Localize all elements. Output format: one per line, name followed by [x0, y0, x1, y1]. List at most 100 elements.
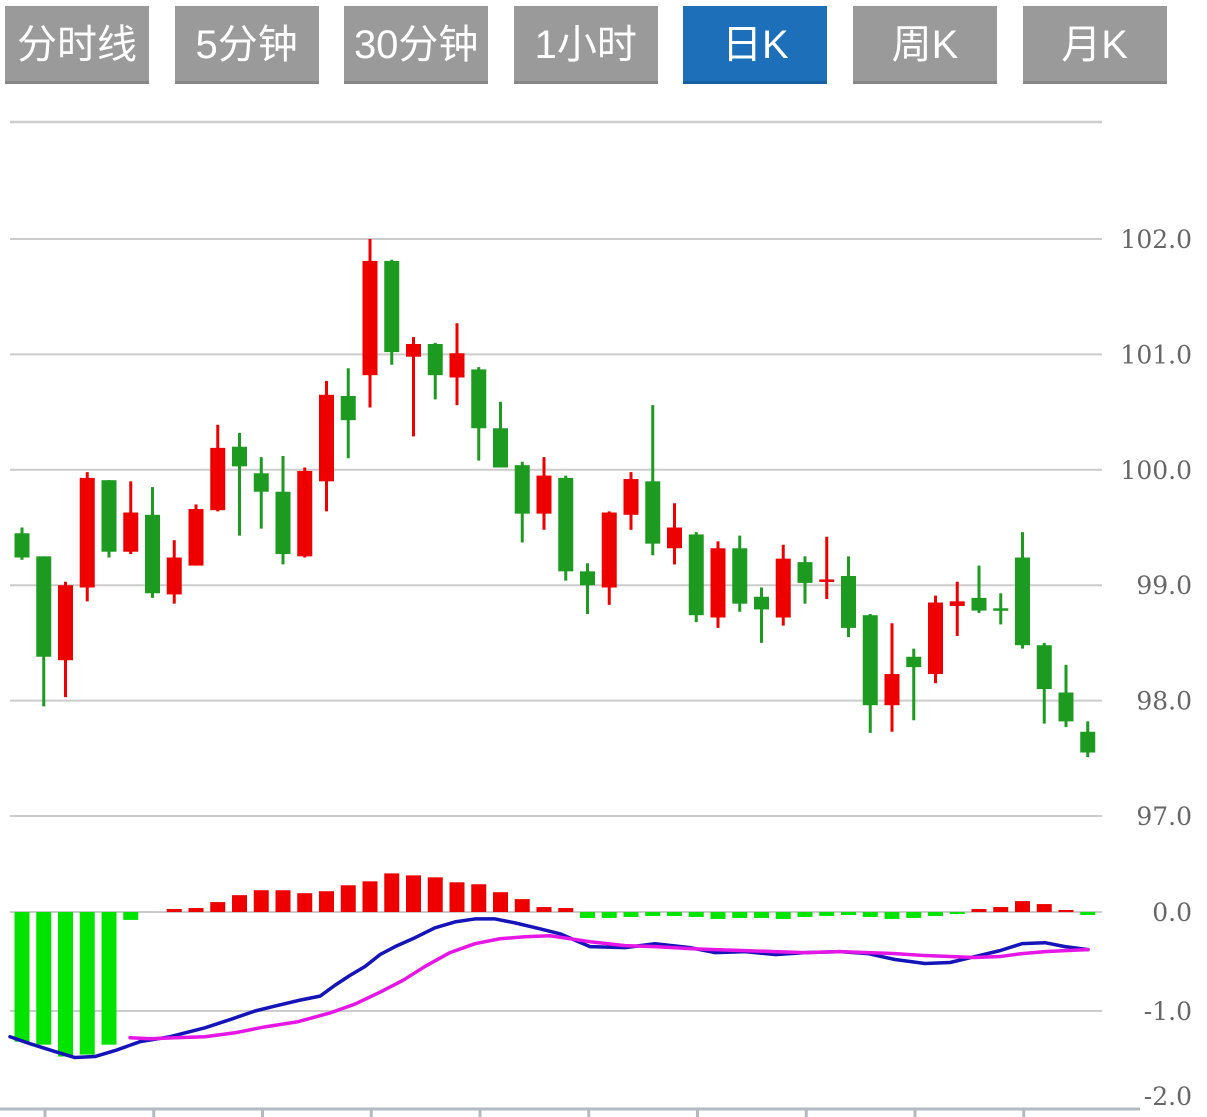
candle-body-19 — [427, 344, 443, 376]
candle-body-36 — [797, 562, 813, 583]
candle-body-38 — [841, 575, 856, 628]
candle-body-47 — [1036, 645, 1052, 690]
macd-hist-bar-15 — [340, 885, 356, 912]
macd-hist-bar-45 — [993, 907, 1009, 912]
candle-body-11 — [253, 473, 269, 492]
macd-hist-bar-4 — [101, 912, 117, 1045]
timeframe-button-0[interactable]: 分时线 — [5, 6, 149, 84]
candle-body-23 — [514, 465, 530, 514]
macd-hist-bar-34 — [754, 912, 769, 918]
macd-hist-bar-23 — [514, 899, 530, 912]
macd-axis-label--2: -2.0 — [1144, 1082, 1192, 1111]
macd-hist-bar-30 — [667, 912, 682, 916]
timeframe-button-5[interactable]: 周K — [852, 6, 997, 84]
macd-hist-bar-37 — [819, 912, 835, 916]
macd-hist-bar-28 — [623, 912, 639, 917]
macd-hist-bar-32 — [710, 912, 726, 919]
macd-hist-bar-42 — [928, 912, 943, 916]
candle-body-40 — [884, 674, 900, 706]
candle-body-29 — [645, 481, 661, 544]
macd-axis-label--1: -1.0 — [1144, 997, 1192, 1026]
macd-hist-bar-46 — [1015, 901, 1030, 912]
macd-hist-bar-41 — [906, 912, 922, 918]
candle-body-48 — [1058, 692, 1074, 722]
macd-hist-bar-11 — [253, 890, 269, 912]
price-axis-label-101: 101.0 — [1120, 340, 1192, 369]
macd-hist-bar-47 — [1036, 904, 1052, 912]
macd-dea-line — [128, 934, 1090, 1041]
candle-body-25 — [558, 477, 574, 572]
macd-hist-bar-7 — [166, 909, 182, 912]
candle-body-14 — [319, 394, 334, 482]
price-axis-label-100: 100.0 — [1120, 456, 1192, 485]
macd-hist-bar-38 — [841, 912, 856, 915]
macd-hist-bar-1 — [36, 912, 52, 1045]
macd-hist-bar-22 — [493, 892, 508, 912]
macd-hist-bar-29 — [645, 912, 661, 916]
macd-hist-bar-27 — [601, 912, 617, 918]
price-axis-label-97: 97.0 — [1136, 802, 1192, 831]
candle-body-1 — [36, 556, 52, 657]
macd-axis-label-0: 0.0 — [1152, 898, 1192, 927]
timeframe-toolbar: 分时线 5分钟 30分钟 1小时 日K 周K 月K — [5, 6, 1167, 84]
candle-body-35 — [775, 558, 791, 618]
macd-hist-bar-19 — [427, 877, 443, 912]
candle-body-7 — [166, 557, 182, 595]
timeframe-button-3[interactable]: 1小时 — [513, 6, 658, 84]
macd-hist-bar-13 — [297, 893, 313, 912]
candle-body-41 — [906, 656, 922, 668]
macd-hist-bar-0 — [14, 912, 30, 1042]
candle-body-26 — [580, 571, 595, 586]
candle-body-30 — [667, 527, 682, 549]
candle-body-45 — [993, 608, 1009, 611]
candle-body-28 — [623, 479, 639, 515]
candle-body-15 — [340, 395, 356, 421]
candle-body-17 — [384, 260, 400, 353]
macd-hist-bar-3 — [79, 912, 95, 1055]
timeframe-button-4[interactable]: 日K — [683, 6, 828, 84]
candle-body-34 — [754, 596, 769, 610]
macd-hist-bar-24 — [536, 907, 552, 912]
candle-body-8 — [188, 509, 204, 566]
timeframe-button-2[interactable]: 30分钟 — [344, 6, 489, 84]
macd-hist-bar-26 — [580, 912, 595, 918]
macd-hist-bar-17 — [384, 873, 400, 912]
price-axis-label-99: 99.0 — [1136, 571, 1192, 600]
timeframe-button-6[interactable]: 月K — [1022, 6, 1167, 84]
macd-hist-bar-48 — [1058, 910, 1074, 913]
candle-body-42 — [928, 602, 943, 675]
candle-body-20 — [449, 353, 465, 378]
macd-hist-bar-10 — [232, 895, 247, 912]
price-axis-label-98: 98.0 — [1136, 687, 1192, 716]
candle-body-6 — [145, 514, 160, 594]
timeframe-button-1[interactable]: 5分钟 — [174, 6, 319, 84]
macd-hist-bar-36 — [797, 912, 813, 917]
macd-hist-bar-16 — [362, 881, 378, 912]
macd-hist-bar-21 — [471, 884, 487, 912]
candle-body-32 — [710, 548, 726, 618]
candle-body-13 — [297, 470, 313, 557]
candle-body-49 — [1080, 731, 1096, 753]
candle-body-39 — [862, 615, 878, 706]
candle-body-31 — [688, 534, 704, 616]
candle-body-0 — [14, 533, 30, 558]
candle-body-3 — [79, 477, 95, 588]
macd-hist-bar-25 — [558, 908, 574, 912]
macd-hist-bar-39 — [862, 912, 878, 917]
candle-body-37 — [819, 579, 835, 582]
candle-body-27 — [601, 512, 617, 588]
candle-body-44 — [971, 597, 987, 611]
macd-hist-bar-43 — [949, 912, 965, 914]
macd-hist-bar-12 — [275, 890, 291, 912]
macd-hist-bar-31 — [688, 912, 704, 917]
macd-hist-bar-35 — [775, 912, 791, 919]
candle-body-16 — [362, 260, 378, 376]
macd-hist-bar-18 — [406, 875, 421, 912]
macd-dif-line — [8, 917, 1090, 1060]
chart-area: 102.0 101.0 100.0 99.0 98.0 97.0 0.0 -1.0 -2.0 — [0, 86, 1207, 1117]
candle-body-12 — [275, 491, 291, 555]
candle-body-9 — [210, 447, 226, 511]
macd-hist-bar-2 — [58, 912, 73, 1057]
candle-body-18 — [406, 344, 421, 357]
